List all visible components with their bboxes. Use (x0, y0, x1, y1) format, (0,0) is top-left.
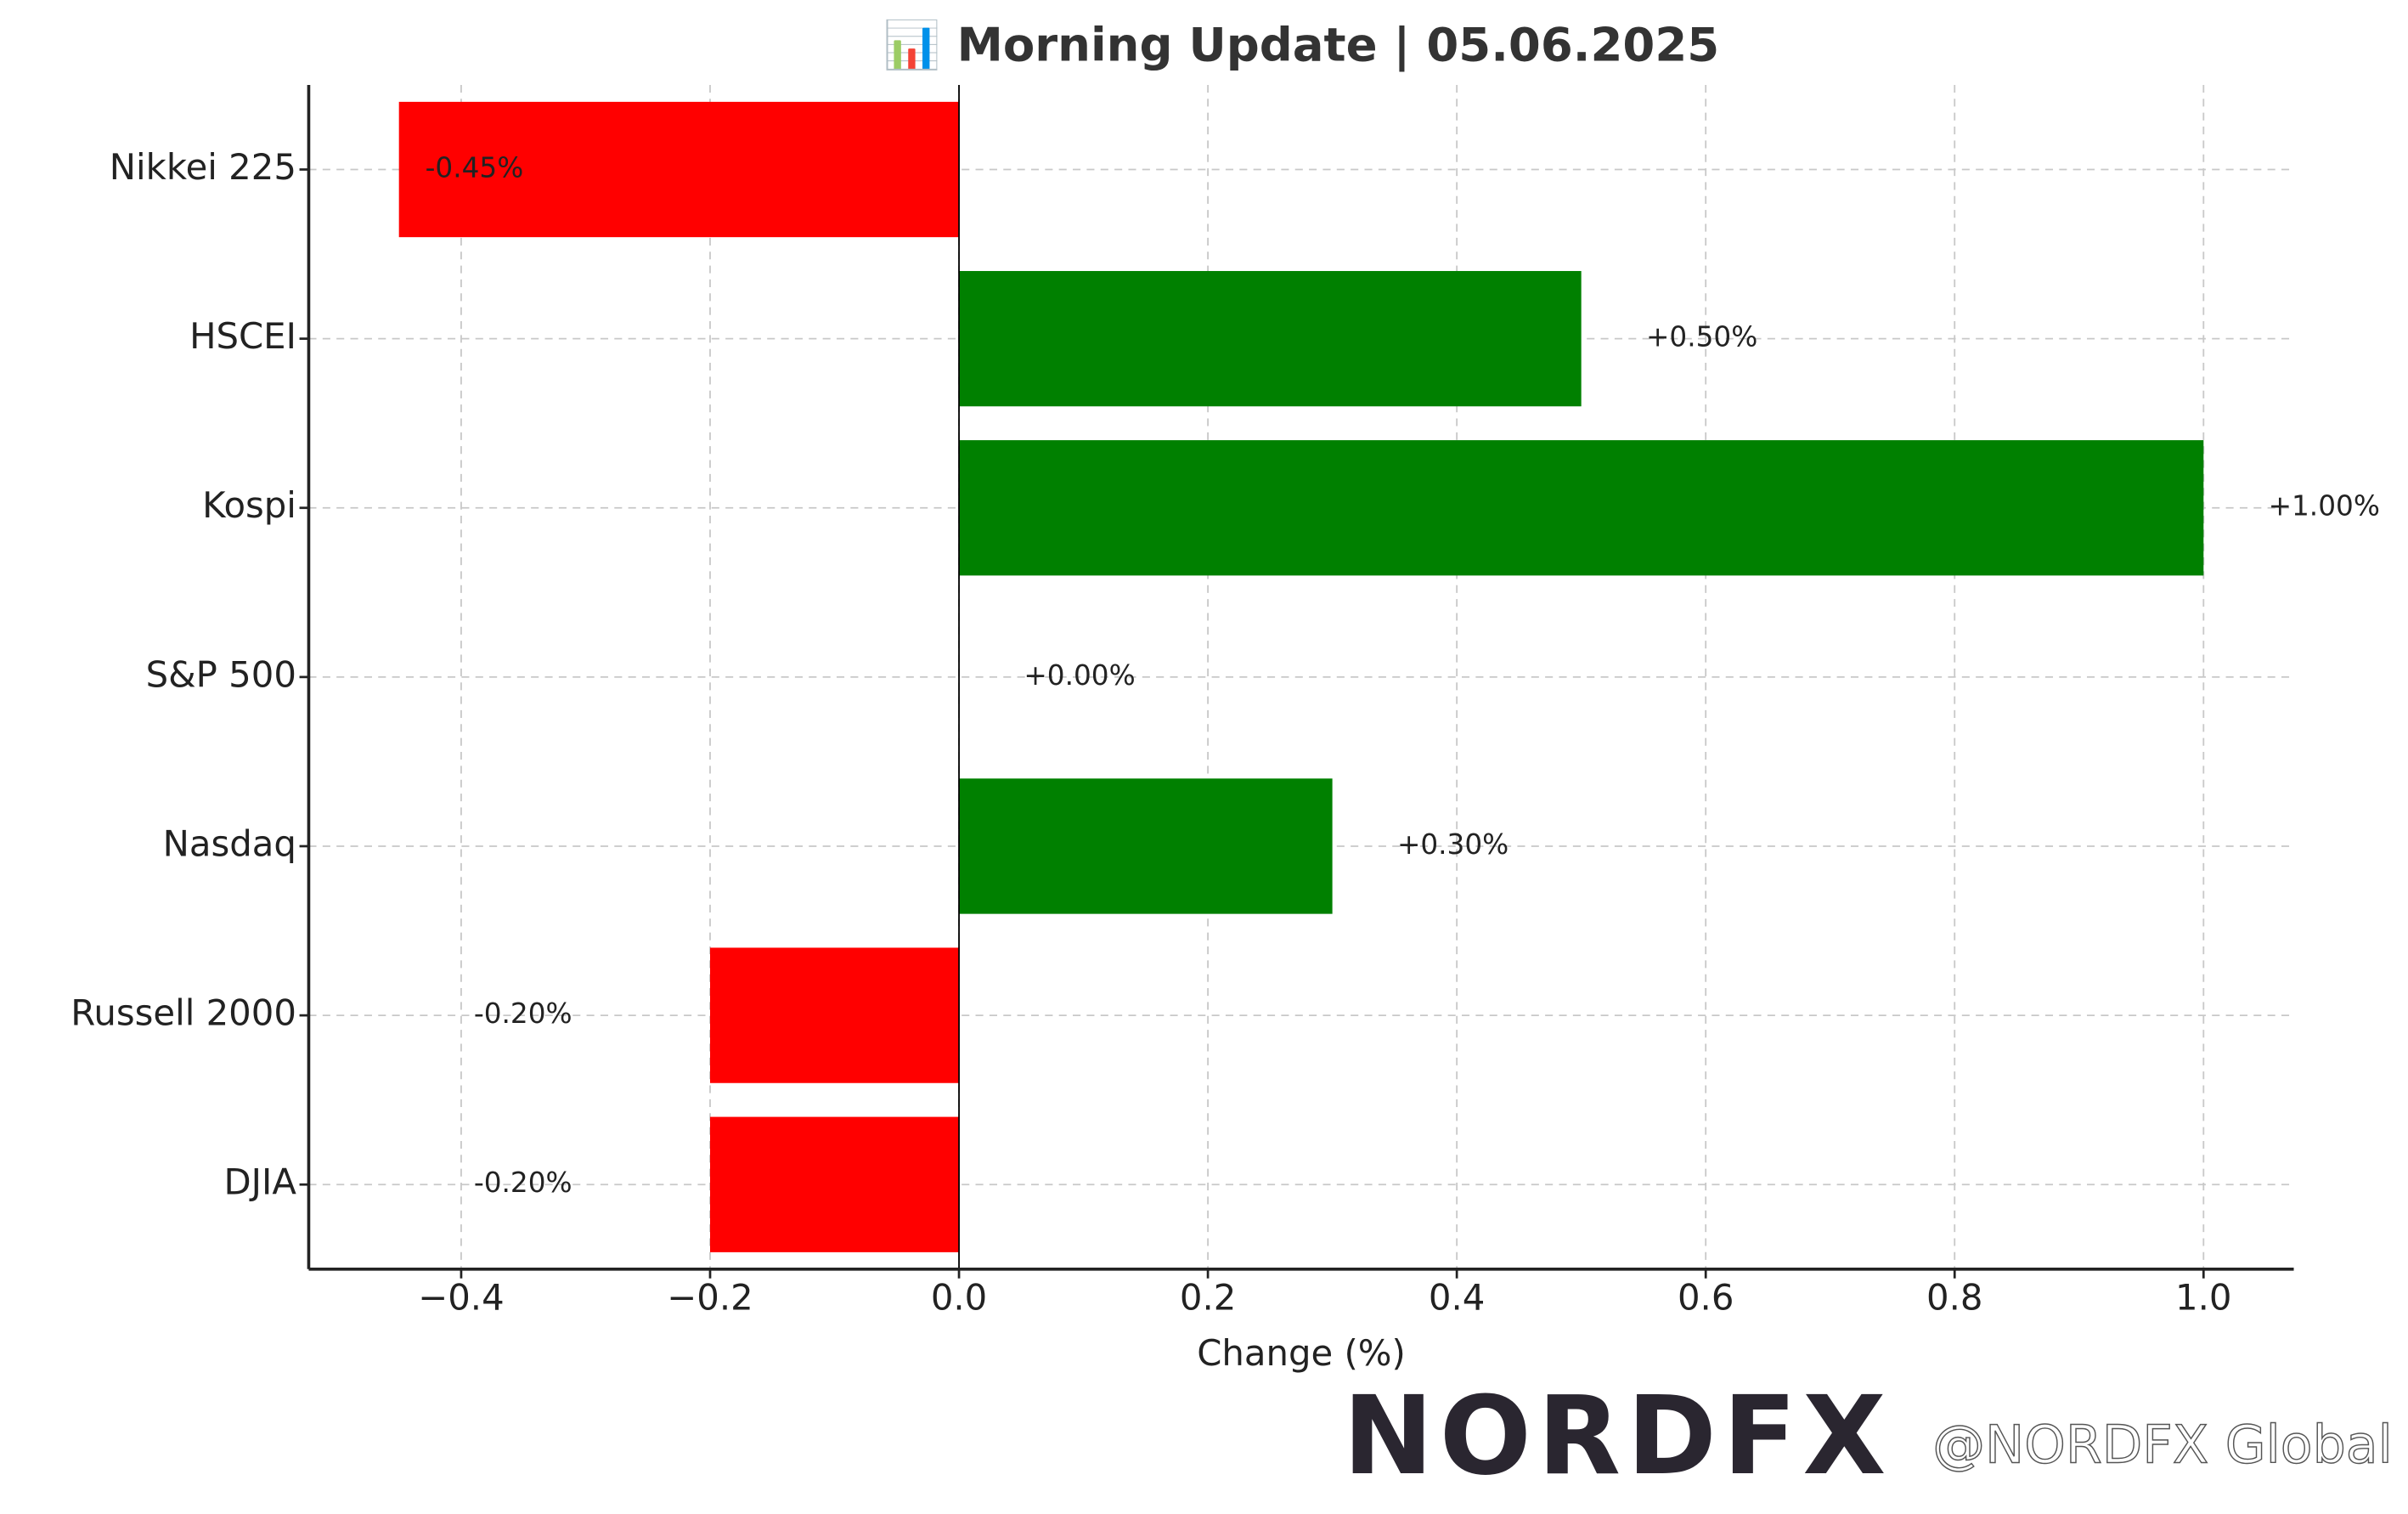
value-label: -0.20% (474, 1167, 572, 1199)
chart-title: 📊 Morning Update | 05.06.2025 (883, 17, 1719, 72)
bar (959, 778, 1333, 914)
x-tick-label: 0.6 (1678, 1277, 1734, 1319)
y-tick-label: Russell 2000 (70, 992, 296, 1034)
x-tick-label: −0.2 (667, 1277, 753, 1319)
value-label: +0.50% (1646, 321, 1757, 353)
watermark: NORDFX @NORDFX Global (1343, 1373, 2393, 1499)
x-tick-label: 1.0 (2175, 1277, 2231, 1319)
watermark-handle: @NORDFX Global (1932, 1415, 2393, 1476)
bar (710, 947, 960, 1083)
bar (398, 101, 960, 238)
value-label: -0.45% (426, 152, 524, 184)
y-tick-label: DJIA (224, 1161, 297, 1203)
y-tick-label: Nasdaq (163, 822, 296, 864)
y-tick-label: Nikkei 225 (110, 146, 296, 188)
x-tick-label: 0.0 (931, 1277, 987, 1319)
value-label: +1.00% (2269, 490, 2380, 523)
x-axis-label: Change (%) (1197, 1332, 1406, 1374)
value-label: +0.30% (1397, 828, 1509, 861)
y-tick-label: Kospi (202, 484, 296, 526)
x-tick-label: 0.8 (1926, 1277, 1982, 1319)
x-tick-label: 0.4 (1429, 1277, 1485, 1319)
bar (959, 270, 1582, 407)
value-label: +0.00% (1024, 659, 1135, 692)
y-tick-label: S&P 500 (146, 653, 296, 695)
plot-area: −0.4 −0.2 0.0 0.2 0.4 0.6 0.8 1.0 Nikkei 225 HSCE… (70, 84, 2380, 1319)
value-label: -0.20% (474, 997, 572, 1030)
y-tick-label: HSCEI (189, 315, 296, 357)
bar (959, 440, 2204, 576)
watermark-logo: NORDFX (1343, 1373, 1892, 1499)
bar (710, 1116, 960, 1252)
x-tick-label: −0.4 (418, 1277, 504, 1319)
x-tick-label: 0.2 (1180, 1277, 1236, 1319)
